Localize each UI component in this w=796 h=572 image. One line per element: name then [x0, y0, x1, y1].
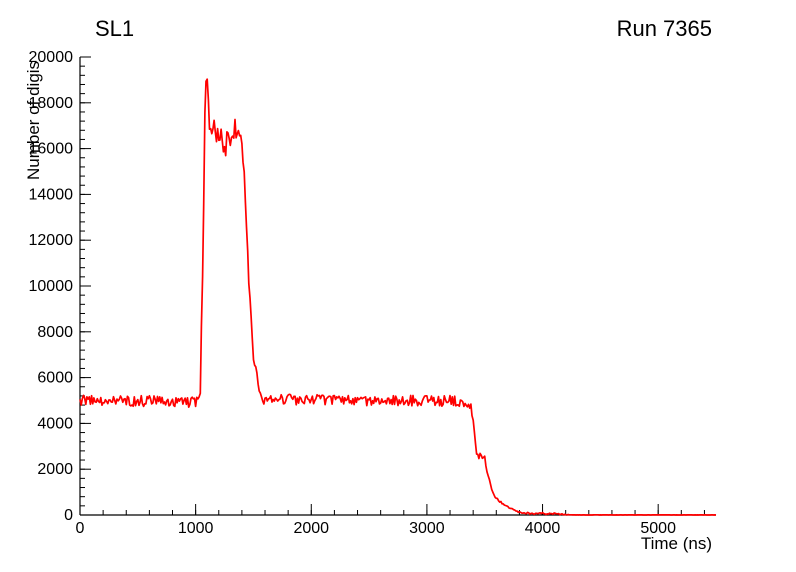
y-tick-label: 8000 — [37, 324, 73, 341]
axes — [79, 57, 716, 516]
y-tick-label: 2000 — [37, 461, 73, 478]
y-axis-title: Number of digis — [24, 60, 43, 180]
x-tick-label: 1000 — [178, 520, 214, 537]
x-tick-label: 0 — [76, 520, 85, 537]
histogram-title: SL1 — [95, 16, 135, 41]
histogram-trace — [79, 78, 717, 516]
y-tick-label: 16000 — [29, 141, 74, 158]
y-tick-label: 6000 — [37, 370, 73, 387]
x-tick-label: 5000 — [640, 520, 676, 537]
y-tick-label: 20000 — [29, 49, 74, 66]
y-tick-label: 12000 — [29, 232, 74, 249]
run-number-label: Run 7365 — [616, 16, 712, 41]
x-tick-label: 3000 — [409, 520, 445, 537]
y-tick-label: 14000 — [29, 186, 74, 203]
x-major-ticks: 0 1000 2000 3000 4000 5000 — [76, 504, 676, 537]
y-tick-label: 4000 — [37, 415, 73, 432]
x-axis-title: Time (ns) — [640, 534, 712, 553]
y-tick-label: 10000 — [29, 278, 74, 295]
x-tick-label: 2000 — [293, 520, 329, 537]
y-major-ticks: 0 2000 4000 6000 8000 10000 12000 14000 16000 180… — [29, 49, 91, 524]
y-tick-label: 0 — [64, 507, 73, 524]
y-tick-label: 18000 — [29, 95, 74, 112]
x-tick-label: 4000 — [525, 520, 561, 537]
